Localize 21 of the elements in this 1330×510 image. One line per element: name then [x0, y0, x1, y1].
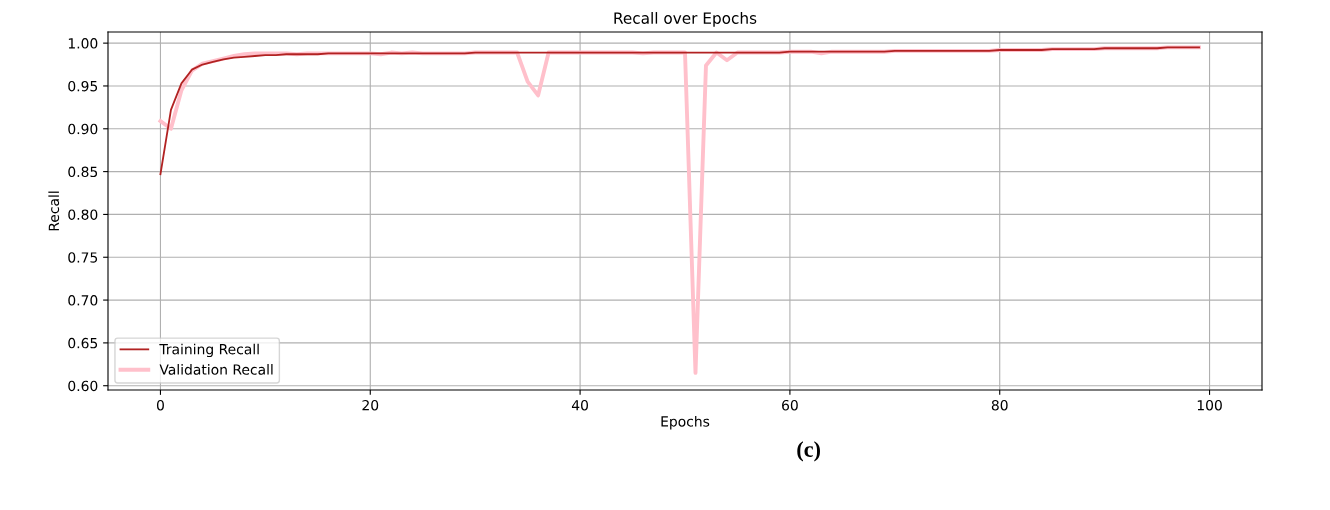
y-axis-title: Recall: [48, 191, 60, 231]
y-tick-label: 0.85: [68, 166, 98, 178]
x-tick-label: 80: [991, 399, 1008, 411]
x-tick-label: 20: [362, 399, 379, 411]
y-tick-label: 0.90: [68, 123, 98, 135]
text: (c): [797, 441, 820, 462]
x-tick-label: 100: [1197, 399, 1222, 411]
x-axis-title: Epochs: [661, 415, 710, 430]
y-tick-label: 0.60: [68, 380, 98, 392]
legend-label: Training Recall: [159, 343, 259, 358]
y-tick-label: 0.95: [68, 80, 98, 92]
y-tick-label: 0.80: [68, 209, 98, 220]
x-tick-label: 40: [571, 399, 589, 411]
legend-label: Validation Recall: [159, 364, 273, 375]
x-tick-label: 0: [156, 399, 164, 411]
x-tick-label: 60: [782, 399, 798, 411]
y-tick-label: 0.65: [68, 337, 98, 349]
chart-title: Recall over Epochs: [614, 12, 757, 27]
y-tick-label: 1.00: [68, 38, 98, 49]
y-tick-label: 0.70: [68, 295, 98, 306]
y-tick-label: 0.75: [68, 252, 98, 263]
